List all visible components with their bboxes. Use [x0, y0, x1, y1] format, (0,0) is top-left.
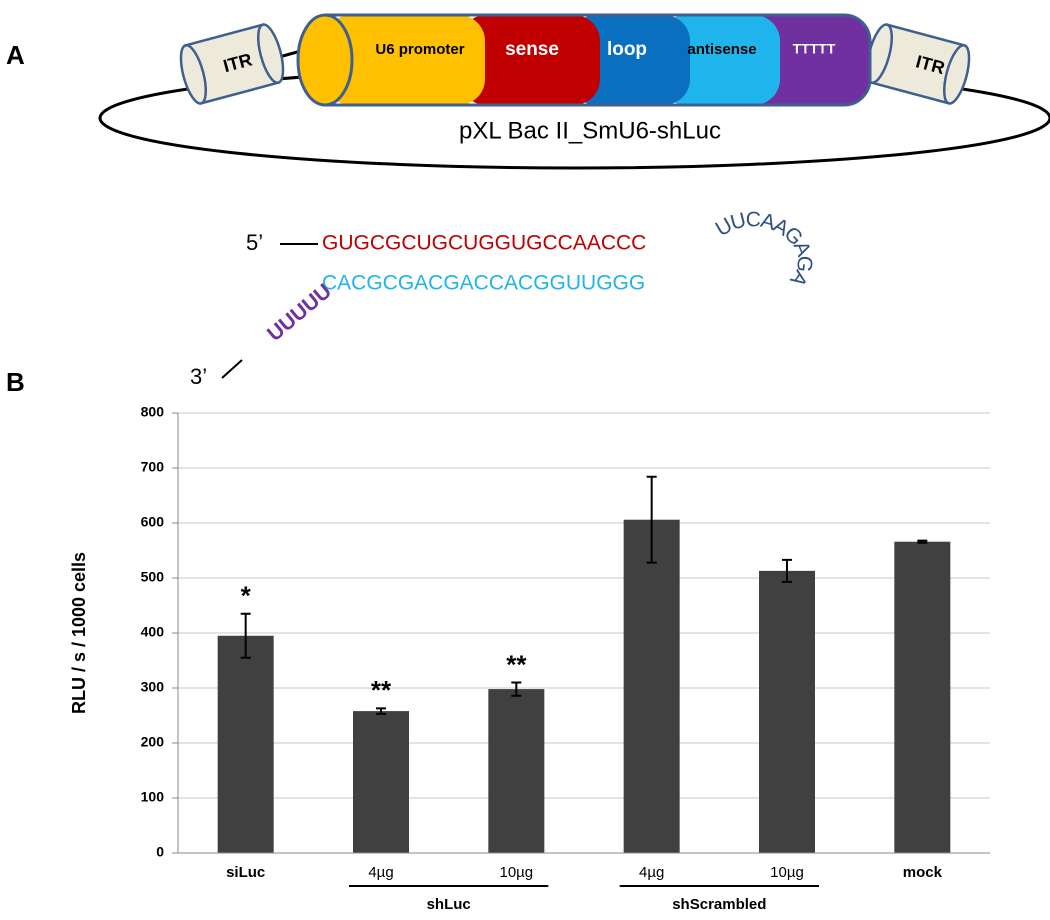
poly-u: UUUUU — [263, 280, 336, 346]
segment-label: U6 promoter — [375, 41, 464, 58]
y-tick-label: 100 — [141, 789, 165, 805]
plasmid-name: pXL Bac II_SmU6-shLuc — [459, 117, 721, 144]
error-bar — [511, 681, 522, 697]
itr — [179, 23, 285, 105]
bar — [894, 541, 951, 853]
loop-sequence-path: UUCAAGAGA — [712, 208, 818, 291]
segment-label: TTTTT — [793, 41, 836, 57]
segment-label: loop — [607, 39, 647, 60]
bar — [217, 635, 274, 853]
y-tick-label: 800 — [141, 404, 165, 420]
y-tick-label: 400 — [141, 624, 165, 640]
x-tick-label: 4µg — [639, 864, 664, 881]
error-bar — [376, 707, 386, 715]
segment-label: sense — [505, 39, 559, 60]
antisense-sequence: CACGCGACGACCACGGUUGGG — [322, 272, 645, 295]
bar — [759, 570, 815, 853]
x-tick-label: 10µg — [499, 864, 533, 881]
cassette — [296, 13, 872, 107]
panel-label: B — [6, 367, 25, 397]
y-axis-label: RLU / s / 1000 cells — [69, 552, 89, 714]
error-bar — [240, 612, 251, 659]
bar — [353, 711, 409, 853]
segment-label: antisense — [687, 41, 756, 58]
y-tick-label: 0 — [156, 844, 164, 860]
x-tick-label: siLuc — [226, 864, 265, 881]
itr — [865, 23, 971, 105]
five-prime: 5’ — [246, 230, 263, 255]
x-tick-label: 10µg — [770, 864, 804, 881]
y-tick-label: 300 — [141, 679, 165, 695]
bar — [488, 689, 545, 853]
error-bar — [782, 558, 792, 583]
strand-line — [221, 359, 243, 379]
error-bar — [646, 475, 657, 564]
y-tick-label: 600 — [141, 514, 165, 530]
y-tick-label: 500 — [141, 569, 165, 585]
significance: ** — [371, 675, 392, 705]
x-tick-label: mock — [903, 864, 943, 881]
group-label: shLuc — [427, 896, 471, 913]
error-bar — [917, 539, 928, 544]
bar — [623, 519, 680, 853]
panel-label: A — [6, 40, 25, 70]
y-tick-label: 200 — [141, 734, 165, 750]
three-prime: 3’ — [190, 364, 207, 389]
sense-sequence: GUGCGCUGCUGGUGCCAACCC — [322, 232, 646, 255]
loop-sequence: UUCAAGAGA — [712, 208, 818, 291]
significance: * — [241, 581, 252, 611]
y-tick-label: 700 — [141, 459, 165, 475]
group-label: shScrambled — [672, 896, 766, 913]
x-tick-label: 4µg — [368, 864, 393, 881]
significance: ** — [506, 649, 527, 679]
